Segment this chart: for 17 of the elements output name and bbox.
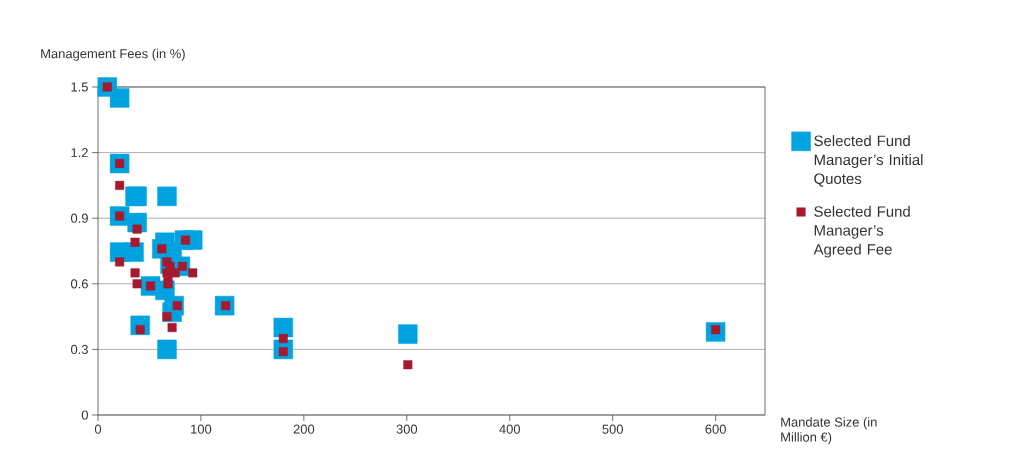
x-tick-label: 100	[191, 424, 212, 434]
y-tick-label: 0.6	[70, 279, 88, 289]
y-tick-label: 0.9	[70, 213, 88, 223]
x-tick-label: 0	[94, 424, 102, 434]
x-tick-label: 300	[396, 424, 418, 434]
y-tick-label: 1.2	[71, 148, 88, 158]
x-tick-label: 600	[705, 424, 726, 434]
x-tick-label: 400	[499, 424, 521, 434]
y-tick-label: 1.5	[71, 82, 88, 92]
x-tick-label: 200	[293, 424, 315, 434]
legend-label: Selected Fund Manager’s Initial Quotes	[814, 135, 923, 187]
y-tick-label: 0.3	[70, 344, 88, 354]
y-axis-title: Management Fees (in %)	[41, 48, 185, 61]
x-axis-title: Mandate Size (in Million €)	[781, 417, 877, 445]
legend-label: Selected Fund Manager’s Agreed Fee	[813, 205, 910, 258]
x-tick-label: 500	[602, 424, 623, 434]
y-tick-label: 0	[81, 410, 88, 420]
